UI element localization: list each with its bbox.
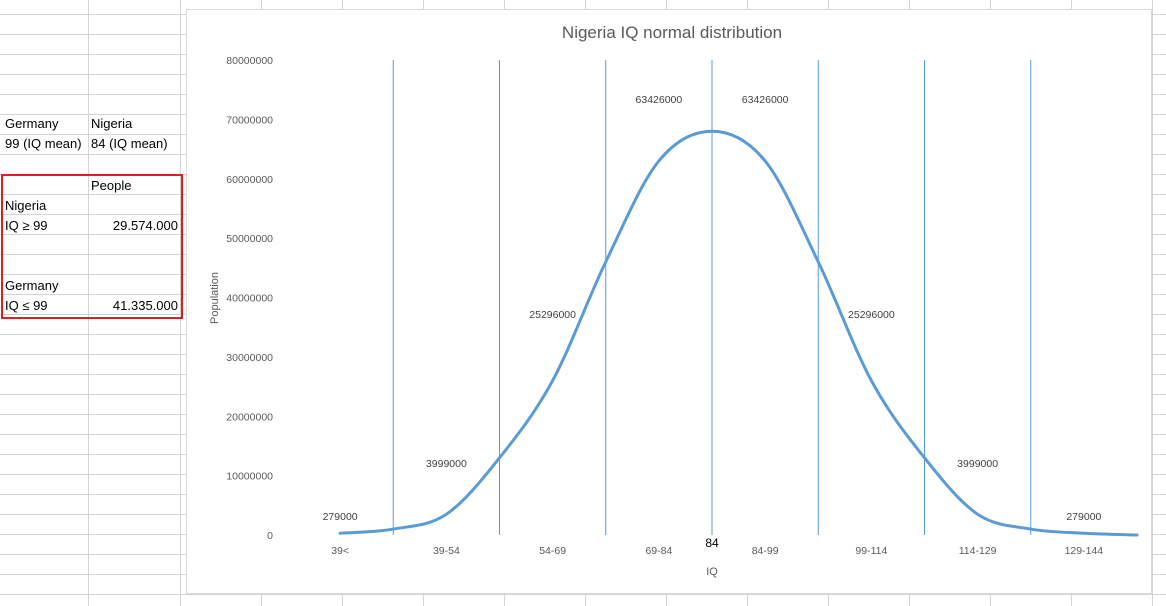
mean-label: 84 — [705, 536, 719, 550]
cell-nigeria-label[interactable]: Nigeria — [5, 198, 47, 213]
data-label: 63426000 — [636, 94, 683, 106]
x-tick-label: 54-69 — [539, 545, 566, 557]
selected-range[interactable] — [1, 174, 183, 319]
chart-title: Nigeria IQ normal distribution — [562, 23, 782, 42]
x-tick-label: 129-144 — [1065, 545, 1104, 557]
y-tick-label: 60000000 — [226, 174, 273, 186]
cell-nigeria-header[interactable]: Nigeria — [91, 116, 133, 131]
cell-people-header[interactable]: People — [91, 178, 132, 193]
x-tick-label: 84-99 — [752, 545, 779, 557]
gridline — [1152, 0, 1153, 606]
cell-nigeria-mean[interactable]: 84 (IQ mean) — [91, 136, 168, 151]
cell-germany-mean[interactable]: 99 (IQ mean) — [5, 136, 82, 151]
y-tick-label: 40000000 — [226, 293, 273, 305]
cell-nigeria-iq-value[interactable]: 29.574.000 — [112, 218, 178, 233]
y-tick-label: 0 — [267, 530, 273, 542]
data-label: 3999000 — [426, 458, 467, 470]
gridline — [180, 0, 181, 606]
y-tick-label: 20000000 — [226, 411, 273, 423]
y-tick-label: 10000000 — [226, 471, 273, 483]
data-label: 279000 — [323, 511, 358, 523]
y-tick-label: 30000000 — [226, 352, 273, 364]
y-tick-label: 70000000 — [226, 114, 273, 126]
x-axis-title: IQ — [706, 566, 718, 578]
x-tick-label: 99-114 — [855, 545, 887, 557]
y-tick-label: 50000000 — [226, 233, 273, 245]
cell-germany-iq-value[interactable]: 41.335.000 — [112, 298, 178, 313]
x-tick-label: 69-84 — [645, 545, 672, 557]
x-tick-label: 39< — [331, 545, 349, 557]
gridline — [88, 0, 89, 606]
cell-germany-iq-label[interactable]: IQ ≤ 99 — [5, 298, 48, 313]
x-tick-label: 39-54 — [433, 545, 460, 557]
y-tick-label: 80000000 — [226, 55, 273, 67]
data-label: 279000 — [1066, 511, 1101, 523]
data-label: 3999000 — [957, 458, 998, 470]
data-label: 25296000 — [848, 309, 895, 321]
cell-germany-label[interactable]: Germany — [5, 278, 59, 293]
chart-area[interactable]: Nigeria IQ normal distribution 0 10000000… — [186, 9, 1152, 594]
data-label: 25296000 — [529, 309, 576, 321]
data-label: 63426000 — [742, 94, 789, 106]
y-axis-title: Population — [209, 272, 221, 324]
cell-germany-header[interactable]: Germany — [5, 116, 59, 131]
gridline — [0, 594, 1166, 595]
cell-nigeria-iq-label[interactable]: IQ ≥ 99 — [5, 218, 48, 233]
x-tick-label: 114-129 — [959, 545, 997, 557]
chart-svg: Nigeria IQ normal distribution 0 10000000… — [209, 23, 1139, 578]
series-line — [338, 129, 1139, 537]
